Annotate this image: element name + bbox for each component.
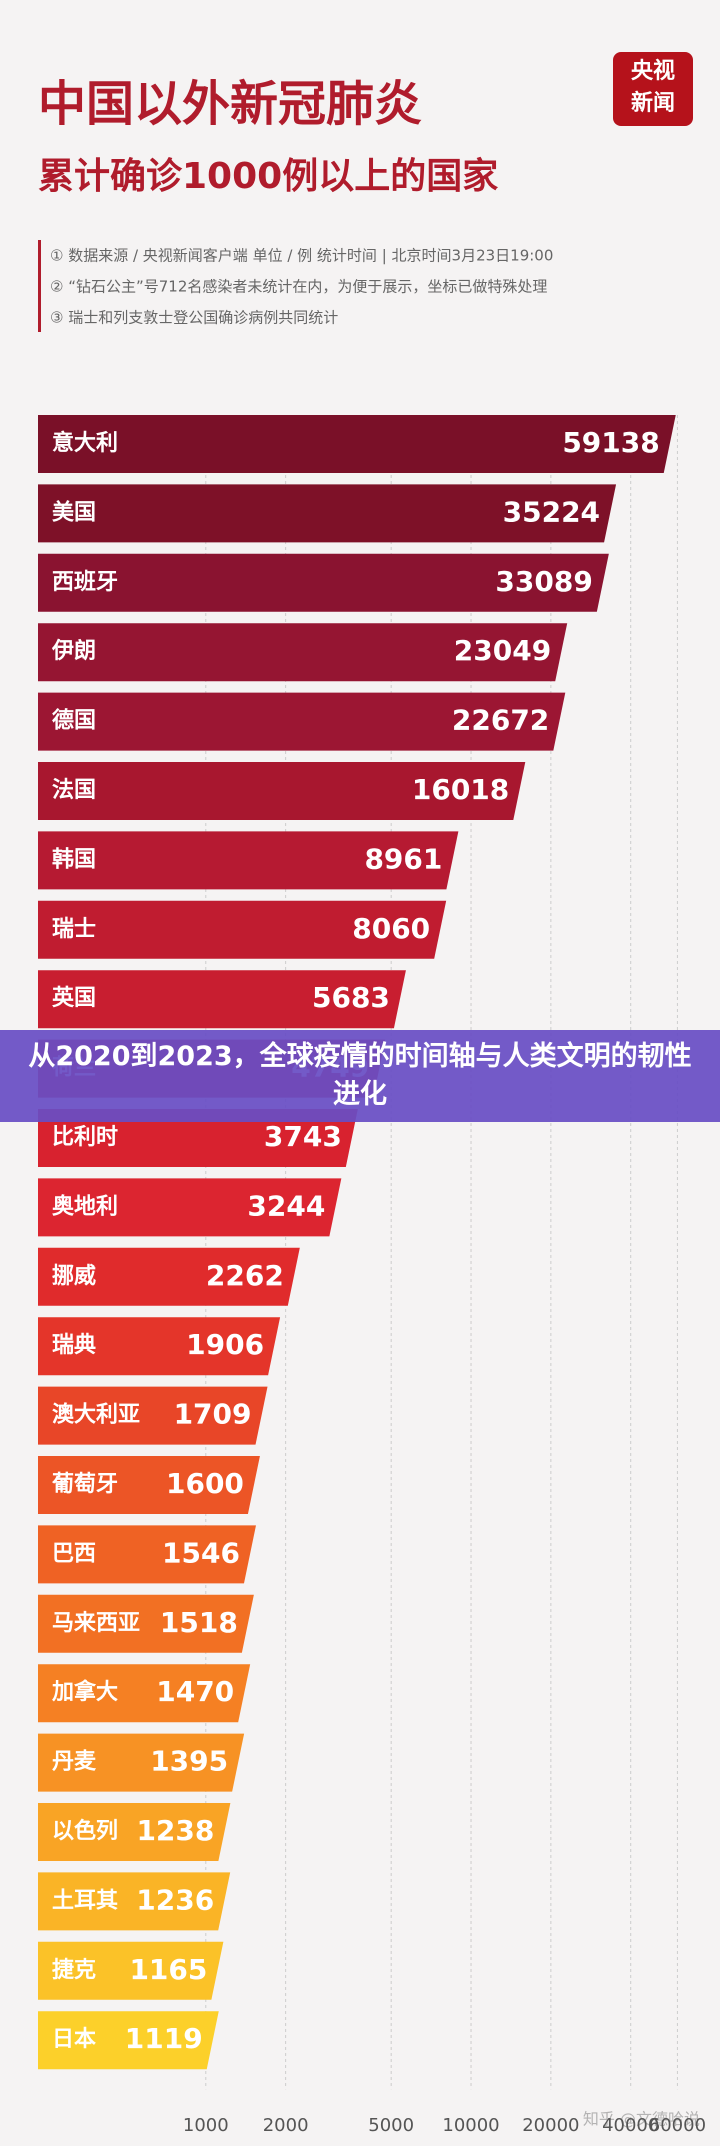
value-label: 1119: [125, 2022, 203, 2055]
value-label: 1238: [136, 1814, 214, 1847]
value-label: 1600: [166, 1467, 244, 1500]
bar: [38, 1733, 245, 1792]
bar: [38, 1178, 342, 1237]
value-label: 8060: [352, 912, 430, 945]
x-tick-label: 40000: [602, 2115, 659, 2136]
logo-text: 新闻: [631, 90, 675, 116]
bar: [38, 553, 609, 612]
bar: [38, 1456, 260, 1514]
value-label: 33089: [495, 565, 592, 598]
value-label: 59138: [562, 426, 659, 459]
note-bar: [38, 240, 41, 332]
bar: [38, 623, 568, 682]
bar: [38, 2011, 219, 2070]
value-label: 1709: [174, 1398, 252, 1431]
category-label: 日本: [52, 2027, 96, 2052]
category-label: 法国: [52, 778, 96, 803]
x-tick-label: 60000: [649, 2115, 706, 2136]
category-label: 土耳其: [52, 1888, 118, 1913]
category-label: 比利时: [52, 1125, 118, 1150]
bar: [38, 484, 617, 543]
category-label: 瑞士: [52, 917, 96, 942]
value-label: 3244: [247, 1189, 325, 1222]
x-tick-label: 2000: [263, 2115, 309, 2136]
value-label: 16018: [412, 773, 509, 806]
bar: [38, 1247, 300, 1306]
value-label: 8961: [364, 842, 442, 875]
value-label: 5683: [312, 981, 390, 1014]
logo-text: 央视: [631, 58, 675, 84]
value-label: 22672: [452, 704, 549, 737]
category-label: 澳大利亚: [52, 1402, 140, 1428]
x-tick-label: 20000: [522, 2115, 579, 2136]
value-label: 1470: [156, 1675, 234, 1708]
bar: [38, 415, 676, 473]
bar: [38, 1803, 231, 1861]
category-label: 伊朗: [51, 638, 96, 664]
value-label: 35224: [503, 495, 600, 528]
bar: [38, 1594, 254, 1653]
category-label: 加拿大: [51, 1679, 118, 1705]
bar: [38, 692, 566, 751]
value-label: 1546: [162, 1536, 240, 1569]
bar: [38, 762, 526, 820]
logo: [613, 52, 693, 126]
category-label: 西班牙: [52, 570, 118, 595]
category-label: 丹麦: [52, 1749, 97, 1775]
value-label: 1236: [136, 1883, 214, 1916]
category-label: 英国: [52, 986, 96, 1011]
bar: [38, 1317, 281, 1376]
chart-title: 中国以外新冠肺炎: [38, 76, 422, 132]
bar: [38, 1664, 251, 1723]
value-label: 3743: [264, 1120, 342, 1153]
note: ① 数据来源 / 央视新闻客户端 单位 / 例 统计时间 | 北京时间3月23日…: [50, 247, 553, 265]
value-label: 2262: [206, 1259, 284, 1292]
category-label: 瑞典: [52, 1333, 96, 1358]
x-tick-label: 10000: [442, 2115, 499, 2136]
chart-subtitle: 累计确诊1000例以上的国家: [38, 156, 498, 197]
note: ② “钻石公主”号712名感染者未统计在内，为便于展示，坐标已做特殊处理: [50, 278, 547, 296]
bar: [38, 1525, 256, 1584]
overlay-banner: 从2020到2023，全球疫情的时间轴与人类文明的韧性进化: [0, 1030, 720, 1122]
bar: [38, 1872, 231, 1931]
x-tick-label: 1000: [183, 2115, 229, 2136]
value-label: 1165: [129, 1953, 207, 1986]
bar: [38, 1109, 358, 1167]
category-label: 意大利: [52, 430, 118, 456]
category-label: 捷克: [52, 1957, 96, 1983]
value-label: 1395: [150, 1745, 228, 1778]
value-label: 23049: [454, 634, 551, 667]
note: ③ 瑞士和列支敦士登公国确诊病例共同统计: [50, 309, 338, 327]
bar: [38, 1941, 224, 2000]
x-tick-label: 5000: [368, 2115, 414, 2136]
bar: [38, 970, 406, 1029]
category-label: 德国: [52, 708, 96, 734]
bar: [38, 831, 459, 890]
bar: [38, 1386, 268, 1445]
category-label: 奥地利: [52, 1193, 118, 1219]
bar: [38, 900, 447, 959]
category-label: 葡萄牙: [51, 1472, 118, 1497]
category-label: 美国: [52, 499, 96, 525]
category-label: 以色列: [52, 1818, 118, 1844]
watermark: 知乎 @文德哈说: [583, 2110, 700, 2129]
category-label: 韩国: [52, 846, 96, 872]
value-label: 1518: [160, 1606, 238, 1639]
value-label: 1906: [186, 1328, 264, 1361]
category-label: 马来西亚: [52, 1611, 140, 1636]
category-label: 挪威: [52, 1263, 96, 1289]
category-label: 巴西: [52, 1541, 96, 1566]
